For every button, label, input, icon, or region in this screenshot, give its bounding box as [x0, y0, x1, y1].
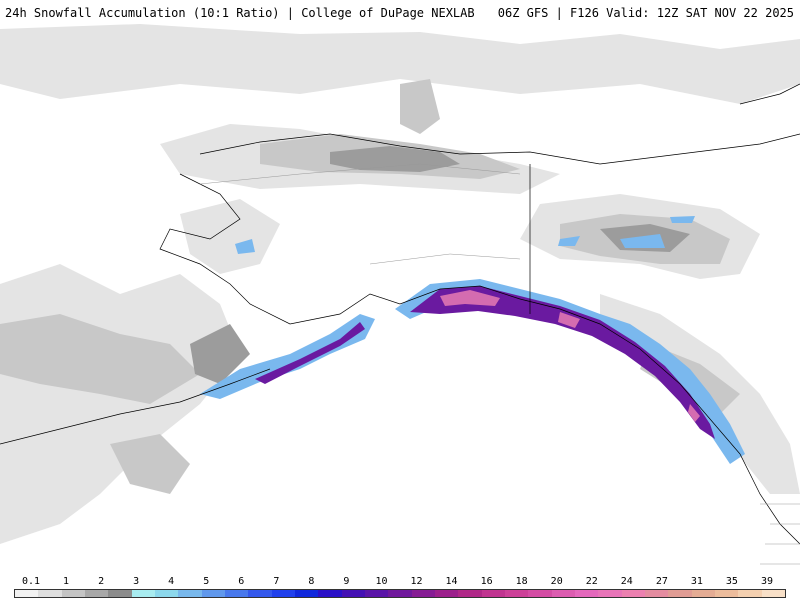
- legend-swatch: [691, 590, 715, 597]
- legend-swatch: [598, 590, 622, 597]
- title-bar: 24h Snowfall Accumulation (10:1 Ratio) |…: [0, 0, 800, 24]
- legend-swatch: [318, 590, 342, 597]
- legend-swatch: [178, 590, 202, 597]
- legend-swatch: [738, 590, 762, 597]
- legend-swatch: [504, 590, 529, 597]
- legend-label: 10: [375, 576, 388, 587]
- legend-swatch: [15, 590, 39, 597]
- map-title: 24h Snowfall Accumulation (10:1 Ratio) |…: [5, 6, 475, 20]
- legend-swatch: [271, 590, 295, 597]
- legend-label: 2: [98, 576, 105, 587]
- legend-swatch: [458, 590, 482, 597]
- legend-label: 3: [133, 576, 140, 587]
- state-borders: [199, 163, 800, 565]
- legend-label: 18: [515, 576, 528, 587]
- coastline: [0, 83, 800, 545]
- legend-swatch: [714, 590, 739, 597]
- coastal-snow-band-purple: [255, 286, 715, 439]
- legend-label: 27: [655, 576, 668, 587]
- legend-swatch: [551, 590, 575, 597]
- legend-label: 16: [480, 576, 493, 587]
- legend-swatch: [574, 590, 599, 597]
- legend-label: 1: [63, 576, 70, 587]
- legend-label: 14: [445, 576, 458, 587]
- legend-label: 35: [725, 576, 738, 587]
- coastal-snow-band-peak: [440, 290, 700, 422]
- legend-swatch: [154, 590, 179, 597]
- legend-swatch: [201, 590, 225, 597]
- legend-swatch: [224, 590, 249, 597]
- legend-label: 20: [550, 576, 563, 587]
- legend-label: 8: [308, 576, 315, 587]
- legend-swatch: [38, 590, 62, 597]
- legend-swatch: [481, 590, 505, 597]
- legend-label: 0.1: [21, 576, 41, 587]
- map-svg: [0, 24, 800, 565]
- legend-swatch: [108, 590, 132, 597]
- legend-label: 7: [273, 576, 280, 587]
- legend-swatches: [14, 589, 786, 598]
- legend-colorbar: 0.1 1 2 3 4 5 6 7 8 9 10 12 14 16 18 20 22 24 27 31 35 39: [0, 576, 800, 600]
- legend-swatch: [621, 590, 645, 597]
- legend-swatch: [761, 590, 785, 597]
- legend-swatch: [84, 590, 109, 597]
- legend-label: 9: [343, 576, 350, 587]
- snowfall-map: [0, 24, 800, 576]
- legend-swatch: [668, 590, 692, 597]
- legend-label: 5: [203, 576, 210, 587]
- legend-swatch: [644, 590, 669, 597]
- legend-swatch: [388, 590, 412, 597]
- legend-labels: 0.1 1 2 3 4 5 6 7 8 9 10 12 14 16 18 20 22 24 27 31 35 39: [0, 576, 800, 588]
- heavier-snow-field: [190, 146, 690, 384]
- legend-label: 24: [620, 576, 633, 587]
- legend-label: 6: [238, 576, 245, 587]
- legend-swatch: [434, 590, 459, 597]
- legend-label: 12: [410, 576, 423, 587]
- legend-label: 4: [168, 576, 175, 587]
- legend-swatch: [528, 590, 552, 597]
- legend-swatch: [294, 590, 319, 597]
- legend-label: 31: [690, 576, 703, 587]
- legend-swatch: [248, 590, 272, 597]
- legend-swatch: [341, 590, 365, 597]
- legend-swatch: [364, 590, 389, 597]
- model-run-label: 06Z GFS | F126 Valid: 12Z SAT NOV 22 202…: [497, 6, 794, 20]
- legend-swatch: [131, 590, 155, 597]
- legend-swatch: [61, 590, 85, 597]
- legend-label: 22: [585, 576, 598, 587]
- legend-swatch: [411, 590, 435, 597]
- legend-label: 39: [760, 576, 774, 587]
